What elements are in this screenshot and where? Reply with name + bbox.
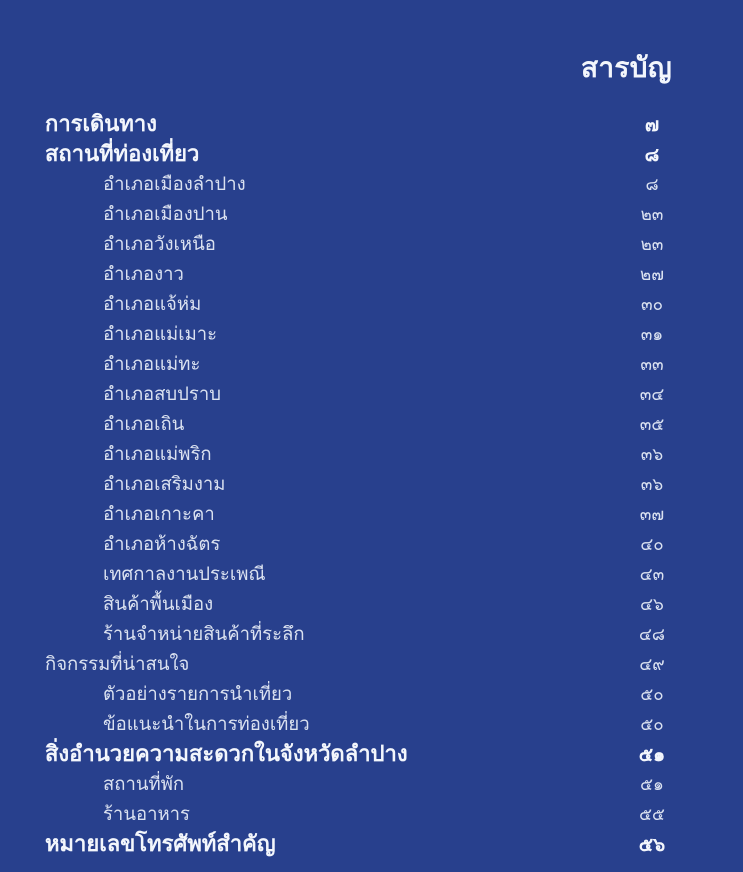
toc-entry-label: ร้านอาหาร: [103, 804, 190, 825]
toc-entry-page-number: ๓๐: [641, 295, 663, 315]
toc-row: อำเภอเมืองลำปาง ๘: [0, 170, 743, 200]
toc-entry-page-number: ๘: [644, 144, 660, 166]
toc-row: อำเภอเถิน ๓๕: [0, 410, 743, 440]
toc-row: อำเภอเมืองปาน ๒๓: [0, 200, 743, 230]
toc-entry-label: อำเภอแจ้ห่ม: [103, 294, 202, 315]
page-title: สารบัญ: [581, 51, 672, 84]
toc-entry-label: สิ่งอำนวยความสะดวกในจังหวัดลำปาง: [45, 742, 408, 767]
toc-entry-label: อำเภอแม่พริก: [103, 444, 212, 465]
toc-entry-page-number: ๗: [644, 114, 660, 136]
toc-row: ตัวอย่างรายการนำเที่ยว ๕๐: [0, 680, 743, 710]
toc-entry-page-number: ๒๓: [640, 235, 664, 255]
toc-entry-page-number: ๔๓: [639, 565, 665, 585]
toc-row: ข้อแนะนำในการท่องเที่ยว ๕๐: [0, 710, 743, 740]
toc-entry-page-number: ๓๓: [640, 355, 664, 375]
toc-entry-label: หมายเลขโทรศัพท์สำคัญ: [45, 832, 276, 857]
toc-row: อำเภอแม่พริก ๓๖: [0, 440, 743, 470]
toc-row: กิจกรรมที่น่าสนใจ ๔๙: [0, 650, 743, 680]
toc-entry-page-number: ๕๐: [640, 685, 664, 705]
toc-entry-page-number: ๕๕: [639, 805, 665, 825]
toc-row: อำเภอเสริมงาม ๓๖: [0, 470, 743, 500]
toc-entry-page-number: ๕๖: [638, 834, 666, 856]
toc-entry-page-number: ๓๑: [640, 325, 664, 345]
toc-row: อำเภอวังเหนือ ๒๓: [0, 230, 743, 260]
toc-entry-label: กิจกรรมที่น่าสนใจ: [45, 654, 190, 675]
toc-entry-label: อำเภอเมืองลำปาง: [103, 174, 246, 195]
toc-entry-page-number: ๔๘: [639, 625, 665, 645]
toc-row: อำเภอเกาะคา ๓๗: [0, 500, 743, 530]
toc-row: สินค้าพื้นเมือง ๔๖: [0, 590, 743, 620]
toc-entry-page-number: ๓๖: [640, 475, 664, 495]
toc-entry-page-number: ๔๙: [639, 655, 665, 675]
toc-row: อำเภอสบปราบ ๓๔: [0, 380, 743, 410]
toc-entry-label: อำเภอเถิน: [103, 414, 185, 435]
toc-entry-page-number: ๔๐: [640, 535, 664, 555]
toc-row: ร้านอาหาร ๕๕: [0, 800, 743, 830]
toc-entry-label: ตัวอย่างรายการนำเที่ยว: [103, 684, 293, 705]
toc-entry-page-number: ๕๑: [640, 775, 664, 795]
toc-entry-page-number: ๓๔: [639, 385, 665, 405]
toc-entry-label: สถานที่ท่องเที่ยว: [45, 142, 200, 167]
toc-entry-page-number: ๒๓: [640, 205, 664, 225]
toc-entry-label: สินค้าพื้นเมือง: [103, 594, 214, 615]
toc-entry-label: อำเภอแม่ทะ: [103, 354, 201, 375]
toc-entry-label: การเดินทาง: [45, 112, 157, 137]
toc-row: สิ่งอำนวยความสะดวกในจังหวัดลำปาง ๕๑: [0, 740, 743, 770]
toc-row: เทศกาลงานประเพณี ๔๓: [0, 560, 743, 590]
toc-row: ร้านจำหน่ายสินค้าที่ระลึก ๔๘: [0, 620, 743, 650]
toc-entry-label: อำเภองาว: [103, 264, 184, 285]
toc-entry-label: อำเภอเสริมงาม: [103, 474, 226, 495]
toc-entry-page-number: ๓๗: [639, 505, 665, 525]
toc-entry-label: ข้อแนะนำในการท่องเที่ยว: [103, 714, 310, 735]
toc-entry-label: สถานที่พัก: [103, 774, 185, 795]
toc-entry-page-number: ๓๖: [640, 445, 664, 465]
toc-entry-label: อำเภอเกาะคา: [103, 504, 215, 525]
toc-entry-page-number: ๕๑: [638, 744, 666, 766]
toc-row: อำเภอแจ้ห่ม ๓๐: [0, 290, 743, 320]
toc-entry-page-number: ๓๕: [639, 415, 665, 435]
toc-entry-label: เทศกาลงานประเพณี: [103, 564, 266, 585]
toc-row: อำเภอแม่เมาะ ๓๑: [0, 320, 743, 350]
toc-entry-label: อำเภอสบปราบ: [103, 384, 221, 405]
toc-entry-page-number: ๕๐: [640, 715, 664, 735]
toc-row: อำเภองาว ๒๗: [0, 260, 743, 290]
toc-entry-label: อำเภอเมืองปาน: [103, 204, 228, 225]
toc-row: สถานที่พัก ๕๑: [0, 770, 743, 800]
toc-row: อำเภอห้างฉัตร ๔๐: [0, 530, 743, 560]
toc-row: อำเภอแม่ทะ ๓๓: [0, 350, 743, 380]
toc-entry-page-number: ๘: [645, 175, 659, 195]
toc-entry-label: อำเภอห้างฉัตร: [103, 534, 221, 555]
toc-row: การเดินทาง ๗: [0, 110, 743, 140]
toc-entry-label: อำเภอวังเหนือ: [103, 234, 216, 255]
toc-row: หมายเลขโทรศัพท์สำคัญ ๕๖: [0, 830, 743, 860]
toc-entry-page-number: ๔๖: [640, 595, 664, 615]
toc-entry-page-number: ๒๗: [640, 265, 664, 285]
toc-list: การเดินทาง ๗ สถานที่ท่องเที่ยว ๘ อำเภอเม…: [0, 110, 743, 860]
toc-entry-label: ร้านจำหน่ายสินค้าที่ระลึก: [103, 624, 305, 645]
toc-entry-label: อำเภอแม่เมาะ: [103, 324, 218, 345]
toc-row: สถานที่ท่องเที่ยว ๘: [0, 140, 743, 170]
